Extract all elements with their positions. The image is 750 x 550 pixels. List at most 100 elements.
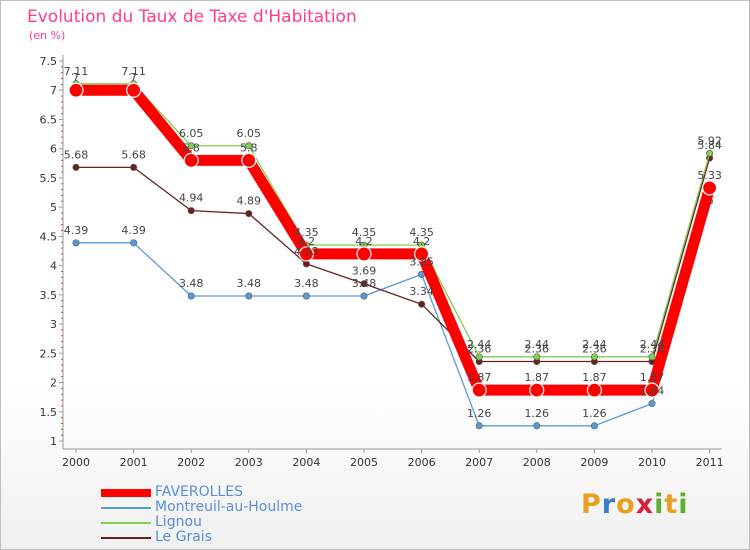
data-point [245,142,253,150]
data-point [586,382,603,398]
data-label: 5.8 [182,141,200,154]
data-point [68,82,84,98]
data-point [648,400,656,408]
y-tick-label: 3.5 [40,289,58,302]
y-tick-label: 4 [50,260,57,273]
legend-swatch [101,522,151,524]
data-point [356,246,372,262]
data-label: 2.36 [640,342,665,355]
data-point [245,292,253,300]
data-point [126,82,142,98]
data-point [72,163,80,171]
x-tick-label: 2001 [120,456,148,469]
data-label: 2.44 [640,338,665,351]
data-point [187,142,195,150]
data-label: 3.48 [352,277,377,290]
data-label: 7.11 [121,65,146,78]
data-label: 1.87 [467,371,492,384]
logo-letter: x [635,489,655,520]
data-label: 1.87 [640,371,665,384]
data-point [475,422,483,430]
series-faverolles [68,82,718,398]
data-label: 5.84 [697,139,722,152]
data-label: 5.33 [697,169,722,182]
data-labels: 7 7 5.8 5.8 4.2 4.2 4.2 1.87 1.87 1.87 1.87 5.33 4.3… [64,65,722,420]
data-label: 1.64 [640,385,665,398]
data-label: 4.39 [121,224,146,237]
series-line [75,200,711,427]
data-point [644,382,660,398]
data-label: 4.03 [294,245,319,258]
logo-letter: P [581,489,602,520]
data-point [590,353,598,361]
data-label: 1.26 [582,407,607,420]
data-label: 2.36 [467,342,492,355]
data-label: 7 [130,71,137,84]
logo-letter: i [654,489,665,520]
data-point [72,239,80,247]
data-label: 5.68 [121,148,146,161]
data-label: 2.36 [582,342,607,355]
data-label: 3.48 [179,277,204,290]
chart-axes: 1 1.5 2 2.5 3 3.5 4 4.5 5 5.5 6 6.5 7 7.5 2000 2001 2002… [40,55,724,469]
data-label: 6.05 [179,127,204,140]
chart-title: Evolution du Taux de Taxe d'Habitation [27,7,357,27]
data-point [360,292,368,300]
x-tick-label: 2002 [177,456,205,469]
data-label: 7.11 [64,65,89,78]
series-line [75,83,711,358]
data-label: 1.87 [582,371,607,384]
x-tick-label: 2004 [292,456,320,469]
y-tick-label: 7 [50,84,57,97]
data-point [590,422,598,430]
data-label: 1.26 [525,407,550,420]
legend-label: FAVEROLLES [155,484,243,500]
x-tick-label: 2010 [638,456,666,469]
legend-swatch [101,489,151,497]
data-label: 4.35 [294,226,319,239]
y-tick-label: 7.5 [40,55,58,68]
legend-swatch [101,507,151,509]
data-label: 4.94 [179,192,204,205]
data-point [648,353,656,361]
legend-label: Le Grais [155,529,212,545]
data-point [706,149,714,157]
data-point [130,163,138,171]
x-tick-label: 2005 [350,456,378,469]
data-label: 3.34 [409,285,434,298]
data-point [701,180,718,196]
logo-letter: o [616,489,636,520]
data-label: 5.8 [240,141,258,154]
y-tick-label: 2.5 [40,347,58,360]
data-label: 4.2 [355,235,373,248]
data-label: 4.35 [409,226,434,239]
data-label: 3.48 [294,277,319,290]
proxiti-logo: Proxiti [581,489,689,520]
data-label: 2.44 [467,338,492,351]
data-point [298,246,314,262]
logo-letter: i [678,489,689,520]
logo-letter: r [601,489,617,520]
data-label: 3.48 [237,277,262,290]
y-tick-label: 5.5 [40,172,58,185]
data-label: 4.2 [413,235,431,248]
data-label: 7 [73,71,80,84]
y-tick-label: 4.5 [40,230,58,243]
legend-swatch [101,537,151,539]
data-point [302,292,310,300]
legend-label: Lignou [155,514,202,530]
data-point [302,260,310,268]
series-le-grais [72,154,714,365]
data-point [241,152,257,168]
x-tick-label: 2011 [696,456,724,469]
data-label: 5.68 [64,148,89,161]
data-point [475,353,483,361]
data-label: 1.87 [525,371,550,384]
chart-unit-label: (en %) [29,29,66,42]
data-point [471,382,487,398]
data-label: 4.39 [64,224,89,237]
y-tick-label: 5 [50,201,57,214]
data-point [360,280,368,288]
